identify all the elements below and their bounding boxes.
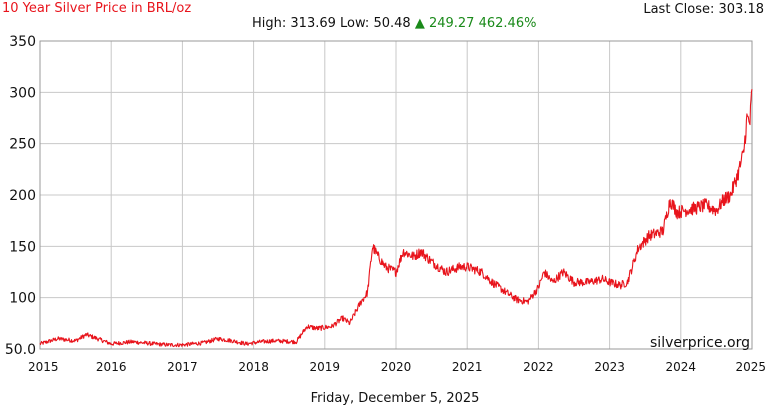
last-close: Last Close: 303.18: [643, 2, 764, 17]
last-close-label: Last Close:: [643, 2, 715, 17]
watermark: silverprice.org: [650, 335, 750, 351]
change-value: 249.27: [428, 16, 475, 31]
low-value: 50.48: [373, 16, 411, 31]
x-axis: 2015 2016 2017 2018 2019 2020 2021 2022 2023 2024…: [28, 360, 766, 374]
last-close-value: 303.18: [718, 2, 765, 17]
plot-frame: [39, 40, 753, 350]
y-tick-label: 250: [9, 137, 36, 153]
y-tick-label: 50.0: [5, 342, 36, 358]
chart-title: 10 Year Silver Price in BRL/oz: [2, 1, 192, 16]
x-tick-label: 2022: [523, 360, 554, 374]
x-tick-label: 2015: [28, 360, 59, 374]
low-label: Low:: [340, 16, 370, 31]
x-tick-label: 2020: [381, 360, 412, 374]
x-tick-label: 2025: [735, 360, 766, 374]
footer-date: Friday, December 5, 2025: [310, 391, 480, 406]
change-up-icon: ▲: [414, 16, 425, 31]
x-tick-label: 2016: [96, 360, 127, 374]
y-tick-label: 300: [9, 85, 36, 101]
x-tick-label: 2019: [310, 360, 341, 374]
x-tick-label: 2023: [594, 360, 625, 374]
price-line: [39, 88, 753, 348]
change-percent: 462.46%: [478, 16, 537, 31]
grid-lines: [39, 40, 753, 350]
x-tick-label: 2024: [666, 360, 697, 374]
high-value: 313.69: [290, 16, 336, 31]
x-tick-label: 2018: [238, 360, 269, 374]
y-tick-label: 350: [9, 34, 36, 50]
x-tick-label: 2021: [452, 360, 483, 374]
price-stats: High: 313.69 Low: 50.48 ▲ 249.27 462.46%: [252, 16, 536, 31]
high-label: High:: [252, 16, 287, 31]
x-tick-label: 2017: [167, 360, 198, 374]
y-tick-label: 200: [9, 188, 36, 204]
y-tick-label: 150: [9, 239, 36, 255]
y-axis: 350 300 250 200 150 100 50.0: [5, 34, 36, 358]
y-tick-label: 100: [9, 291, 36, 307]
